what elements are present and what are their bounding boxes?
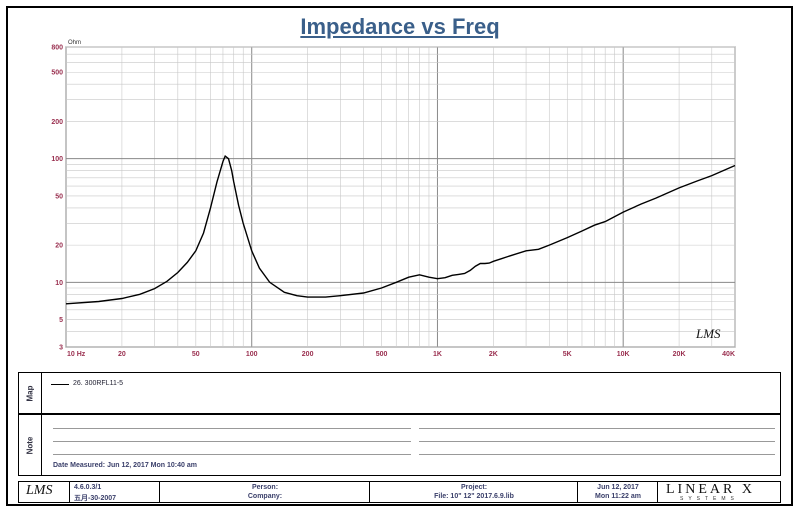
- map-panel: Map 26. 300RFL11-5: [18, 372, 781, 414]
- x-tick-label: 200: [302, 351, 314, 358]
- y-tick-label: 200: [51, 119, 63, 126]
- person-label: Person:: [251, 484, 279, 491]
- note-panel: Note Date Measured: Jun 12, 2017 Mon 10:…: [18, 414, 781, 476]
- x-tick-label: 500: [376, 351, 388, 358]
- note-line: [419, 454, 775, 455]
- x-tick-label: 20: [118, 351, 126, 358]
- y-tick-label: 5: [59, 317, 63, 324]
- y-tick-label: 20: [55, 243, 63, 250]
- project-label: Project:: [460, 484, 488, 491]
- footer-version-cell: 4.6.0.3/1 五月-30-2007: [70, 481, 160, 503]
- x-tick-label: 1K: [433, 351, 442, 358]
- footer-date-cell: Jun 12, 2017 Mon 11:22 am: [578, 481, 658, 503]
- linearx-sub: SYSTEMS: [680, 496, 739, 502]
- footer-brand-cell: LINEAR X SYSTEMS: [658, 481, 781, 503]
- file-label: File: 10" 12" 2017.6.9.lib: [434, 493, 514, 500]
- software-date: 五月-30-2007: [74, 495, 117, 502]
- chart-title: Impedance vs Freq: [300, 14, 500, 39]
- x-tick-label: 100: [246, 351, 258, 358]
- note-line: [419, 428, 775, 429]
- x-tick-label: 5K: [563, 351, 572, 358]
- plot-area: [65, 46, 736, 348]
- print-date: Jun 12, 2017: [597, 484, 639, 491]
- x-tick-label: 10K: [617, 351, 630, 358]
- y-axis-label: Ohm: [68, 40, 81, 46]
- software-version: 4.6.0.3/1: [74, 484, 102, 491]
- y-tick-label: 50: [55, 193, 63, 200]
- y-tick-labels: 3 5 10 20 50 100 200 500 800: [51, 45, 63, 352]
- x-tick-label: 10 Hz: [67, 351, 86, 358]
- company-label: Company:: [247, 493, 283, 500]
- footer-panel: [18, 481, 781, 503]
- footer-person-cell: Person: Company:: [160, 481, 370, 503]
- note-line: [53, 428, 411, 429]
- lms-watermark: LMS: [695, 326, 721, 341]
- y-tick-label: 100: [51, 156, 63, 163]
- x-tick-label: 2K: [489, 351, 498, 358]
- plot-grid: [65, 46, 736, 348]
- note-line: [53, 454, 411, 455]
- y-tick-label: 800: [51, 45, 63, 52]
- map-side: Map: [19, 373, 42, 413]
- legend-entry: 26. 300RFL11-5: [73, 380, 124, 387]
- y-tick-label: 500: [51, 70, 63, 77]
- x-tick-labels: 10 Hz 20 50 100 200 500 1K 2K 5K 10K 20K 40K: [67, 351, 735, 358]
- note-line: [53, 441, 411, 442]
- y-tick-label: 10: [55, 280, 63, 287]
- map-label: Map: [25, 385, 35, 402]
- date-measured: Date Measured: Jun 12, 2017 Mon 10:40 am: [53, 462, 197, 469]
- note-label: Note: [25, 436, 35, 455]
- series-line-impedance: [65, 154, 736, 305]
- print-time: Mon 11:22 am: [595, 493, 641, 500]
- lms-logo: LMS: [26, 483, 53, 498]
- footer-project-cell: Project: File: 10" 12" 2017.6.9.lib: [370, 481, 578, 503]
- note-side: Note: [19, 415, 42, 475]
- note-line: [419, 441, 775, 442]
- x-tick-label: 40K: [722, 351, 735, 358]
- y-tick-label: 3: [59, 345, 63, 352]
- x-tick-label: 50: [192, 351, 200, 358]
- legend-swatch: [51, 384, 69, 385]
- footer-logo-cell: LMS: [18, 481, 70, 503]
- linearx-brand: LINEAR X: [666, 482, 755, 497]
- x-tick-label: 20K: [673, 351, 686, 358]
